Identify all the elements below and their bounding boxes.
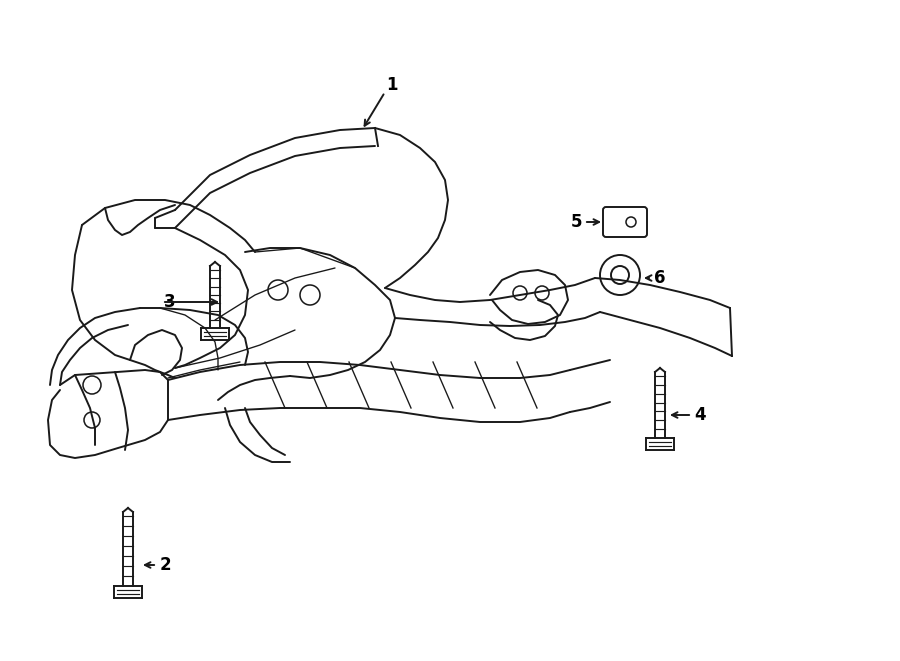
Text: 6: 6 xyxy=(654,269,666,287)
Text: 3: 3 xyxy=(164,293,176,311)
FancyBboxPatch shape xyxy=(603,207,647,237)
Text: 4: 4 xyxy=(694,406,706,424)
Text: 2: 2 xyxy=(159,556,171,574)
Text: 1: 1 xyxy=(386,76,398,94)
Text: 5: 5 xyxy=(571,213,581,231)
